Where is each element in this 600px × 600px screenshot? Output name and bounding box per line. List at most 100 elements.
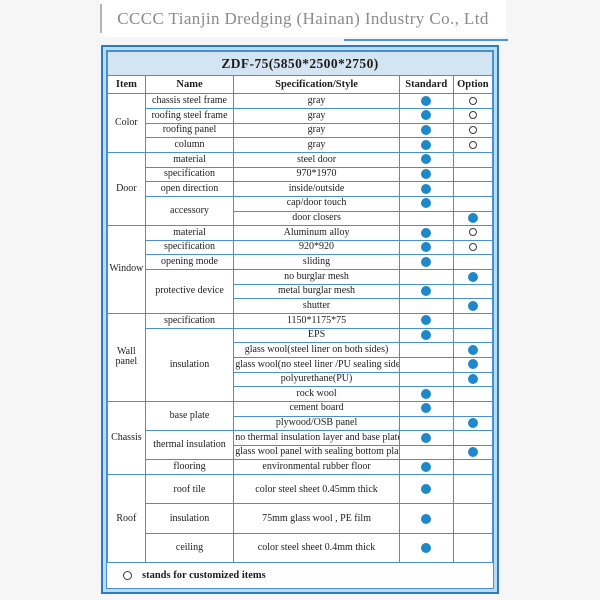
spec-cell: 970*1970 (233, 166, 400, 183)
standard-marker (421, 154, 432, 165)
spec-cell: gray (233, 122, 400, 139)
name-cell-protective-device: protective device (144, 269, 235, 315)
spec-cell: rock wool (233, 386, 400, 402)
standard-cell (398, 269, 454, 285)
spec-cell: 920*920 (233, 239, 400, 256)
name-cell: roofing steel frame (144, 108, 235, 124)
standard-cell (398, 313, 454, 329)
option-marker (467, 374, 478, 384)
option-cell (452, 356, 494, 373)
spec-cell: gray (233, 108, 400, 124)
col-header-item: Item (107, 75, 146, 95)
spec-cell: environmental rubber floor (233, 459, 400, 476)
standard-marker (421, 484, 432, 495)
standard-marker (421, 330, 432, 341)
item-cell-roof: Roof (107, 474, 146, 563)
table-row: Color chassis steel frame gray (107, 93, 494, 153)
standard-marker (421, 315, 432, 326)
spec-table-inner: ZDF-75(5850*2500*2750) Item Name Specifi… (106, 50, 494, 589)
table-row: column gray (108, 137, 494, 153)
name-cell-accessory: accessory (144, 195, 235, 227)
option-cell (452, 415, 494, 432)
name-cell: material (144, 151, 235, 168)
standard-cell (398, 137, 454, 153)
spec-cell: color steel sheet 0.45mm thick (233, 474, 400, 505)
name-cell: specification (144, 166, 235, 183)
name-cell-thermal-insulation: thermal insulation (144, 430, 235, 461)
standard-cell (398, 210, 454, 227)
table-row: Wall panel specification 1150*1175*75 (107, 313, 494, 402)
option-cell (452, 342, 494, 358)
table-row: plywood/OSB panel (108, 415, 494, 432)
option-cell (452, 371, 494, 388)
option-marker (467, 271, 478, 282)
name-cell: material (144, 225, 235, 241)
option-marker (468, 96, 477, 105)
table-row: insulation 75mm glass wool , PE film (108, 503, 494, 534)
spec-cell: shutter (233, 298, 400, 315)
option-cell (452, 122, 494, 139)
item-cell-chassis: Chassis (107, 400, 146, 476)
name-cell: opening mode (144, 254, 235, 271)
spec-cell: cement board (233, 400, 400, 417)
option-cell (452, 151, 494, 168)
spec-cell: cap/door touch (233, 195, 400, 212)
option-marker (467, 344, 478, 355)
option-cell (452, 254, 494, 271)
standard-cell (398, 371, 454, 388)
option-cell (452, 386, 494, 402)
option-marker (468, 140, 477, 149)
option-cell (452, 430, 494, 446)
standard-cell (398, 298, 454, 315)
name-cell: roofing panel (144, 122, 235, 139)
standard-cell (398, 342, 454, 358)
column-header-row: Item Name Specification/Style Standard O… (107, 75, 494, 95)
option-marker (467, 417, 478, 428)
table-row: thermal insulation no thermal insulation… (108, 430, 494, 461)
standard-cell (398, 459, 454, 476)
standard-cell (398, 386, 454, 402)
standard-cell (398, 254, 454, 271)
name-cell: column (144, 137, 235, 153)
spec-cell: gray (233, 137, 400, 153)
standard-marker (421, 432, 432, 443)
header-underline (344, 39, 508, 41)
spec-cell: metal burglar mesh (233, 283, 400, 300)
name-cell: open direction (144, 181, 235, 197)
option-cell (452, 239, 494, 256)
table-row: ceiling color steel sheet 0.4mm thick (108, 532, 494, 564)
option-marker (467, 300, 478, 311)
standard-marker (421, 543, 432, 554)
standard-cell (398, 225, 454, 241)
table-row: open direction inside/outside (108, 181, 494, 197)
item-cell-color: Color (107, 93, 146, 153)
option-cell (452, 444, 494, 461)
standard-cell (398, 430, 454, 446)
legend-row: stands for customized items (107, 563, 493, 588)
table-row: Window material Aluminum alloy (107, 225, 494, 315)
table-row: Chassis base plate cement board (107, 400, 494, 476)
standard-cell (398, 327, 454, 344)
company-header: CCCC Tianjin Dredging (Hainan) Industry … (100, 0, 506, 37)
table-row: insulation EPS (108, 327, 494, 402)
standard-cell (398, 532, 454, 564)
table-row: specification 920*920 (108, 239, 494, 256)
standard-cell (398, 166, 454, 183)
legend-text: stands for customized items (142, 570, 266, 581)
table-row: accessory cap/door touch (108, 195, 494, 227)
name-cell: specification (144, 239, 235, 256)
option-cell (452, 283, 494, 300)
standard-cell (398, 108, 454, 124)
col-header-standard: Standard (398, 75, 454, 95)
spec-cell: gray (233, 93, 400, 110)
standard-cell (398, 283, 454, 300)
table-row: protective device no burglar mesh (108, 269, 494, 315)
spec-cell: glass wool(no steel liner /PU sealing si… (233, 356, 400, 373)
option-cell (452, 532, 494, 564)
name-cell: flooring (144, 459, 235, 476)
standard-marker (421, 169, 432, 180)
spec-cell: plywood/OSB panel (233, 415, 400, 432)
spec-cell: sliding (233, 254, 400, 271)
name-cell-insulation: insulation (144, 327, 235, 402)
